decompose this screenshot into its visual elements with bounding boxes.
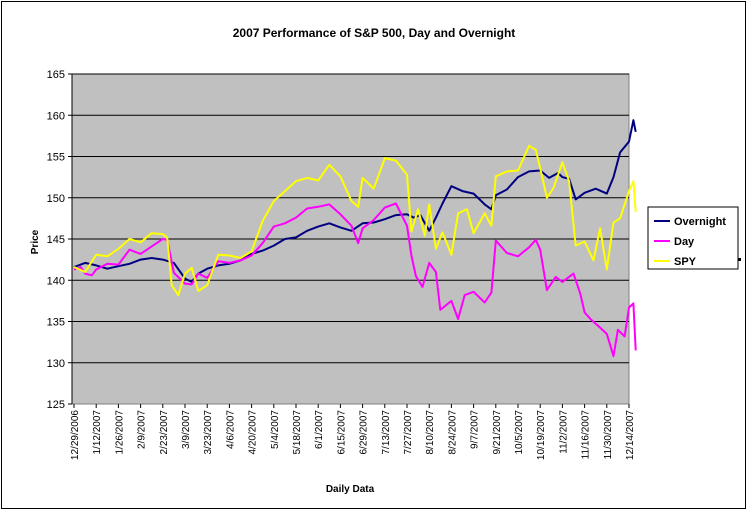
x-tick-label: 1/26/2007 <box>114 410 125 455</box>
x-tick-label: 8/24/2007 <box>447 410 458 455</box>
y-tick-label: 145 <box>47 234 65 246</box>
series-line-spy <box>73 144 637 297</box>
y-tick-label: 155 <box>47 152 65 164</box>
y-axis-title: Price <box>30 229 41 254</box>
x-tick-label: 4/6/2007 <box>225 410 236 449</box>
x-tick-label: 10/19/2007 <box>536 410 547 460</box>
y-tick-label: 165 <box>47 69 65 81</box>
series-lines <box>73 119 637 358</box>
y-tick-label: 130 <box>47 358 65 370</box>
legend: Overnight Day SPY <box>647 206 741 270</box>
x-tick-label: 9/21/2007 <box>492 410 503 455</box>
x-tick-label: 8/10/2007 <box>425 410 436 455</box>
legend-label-day: Day <box>674 236 695 248</box>
chart-title: 2007 Performance of S&P 500, Day and Ove… <box>233 26 516 40</box>
x-tick-label: 2/23/2007 <box>159 410 170 455</box>
y-tick-labels: 125 130 135 140 145 150 155 160 165 <box>47 69 65 411</box>
x-tick-label: 5/4/2007 <box>270 410 281 449</box>
x-axis-title: Daily Data <box>326 484 375 495</box>
series-line-overnight <box>73 119 637 283</box>
legend-label-spy: SPY <box>674 256 697 268</box>
x-tick-label: 9/7/2007 <box>470 410 481 449</box>
y-tick-label: 140 <box>47 275 65 287</box>
x-tick-label: 3/9/2007 <box>181 410 192 449</box>
x-tick-labels: 12/29/2006 1/12/2007 1/26/2007 2/9/2007 2/23… <box>70 404 636 460</box>
x-tick-label: 11/30/2007 <box>603 410 614 460</box>
x-tick-label: 6/29/2007 <box>359 410 370 455</box>
x-tick-label: 12/14/2007 <box>625 410 636 460</box>
legend-handle <box>738 258 741 261</box>
x-tick-label: 6/1/2007 <box>314 410 325 449</box>
x-tick-label: 7/27/2007 <box>403 410 414 455</box>
y-tick-label: 150 <box>47 193 65 205</box>
x-tick-label: 1/12/2007 <box>92 410 103 455</box>
x-tick-label: 3/23/2007 <box>203 410 214 455</box>
legend-box <box>647 206 739 270</box>
x-tick-label: 6/15/2007 <box>336 410 347 455</box>
x-tick-label: 4/20/2007 <box>248 410 259 455</box>
x-tick-label: 12/29/2006 <box>70 410 81 460</box>
legend-label-overnight: Overnight <box>674 216 726 228</box>
x-tick-label: 11/16/2007 <box>581 410 592 460</box>
y-tick-label: 125 <box>47 399 65 411</box>
x-tick-label: 10/5/2007 <box>514 410 525 455</box>
y-tick-label: 135 <box>47 317 65 329</box>
x-tick-label: 7/13/2007 <box>381 410 392 455</box>
x-tick-label: 5/18/2007 <box>292 410 303 455</box>
x-tick-label: 11/2/2007 <box>558 410 569 454</box>
y-tick-label: 160 <box>47 110 65 122</box>
x-tick-label: 2/9/2007 <box>137 410 148 449</box>
